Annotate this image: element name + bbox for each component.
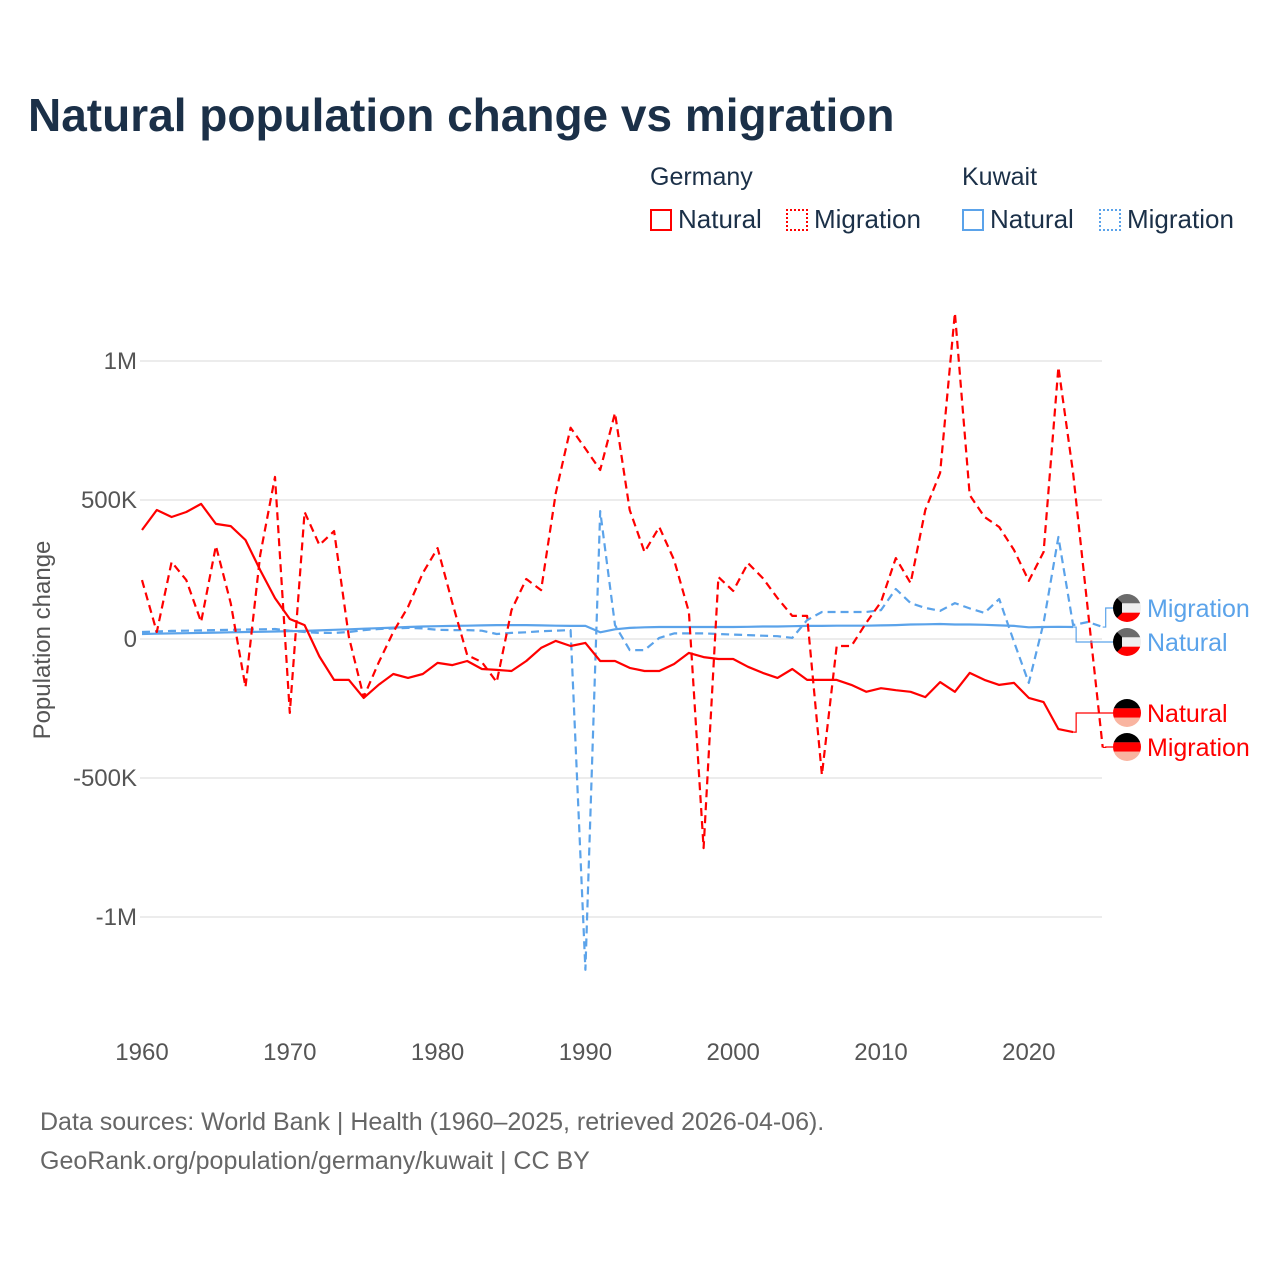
y-axis-label: Population change bbox=[29, 541, 56, 740]
legend-swatch-dotted bbox=[1099, 208, 1121, 231]
flag-stripe bbox=[1113, 733, 1141, 743]
legend-label: Migration bbox=[814, 204, 921, 234]
label-connector bbox=[1073, 712, 1113, 733]
legend-group-kuwait: Kuwait bbox=[962, 163, 1038, 191]
x-tick-label: 2020 bbox=[1002, 1039, 1055, 1066]
germany-migration-line bbox=[140, 311, 1104, 850]
legend-kuwait-migration[interactable]: Migration bbox=[1099, 204, 1234, 235]
flag-stripe bbox=[1113, 699, 1141, 709]
germany-flag-icon bbox=[1113, 733, 1141, 761]
legend-swatch-solid bbox=[650, 208, 672, 231]
flag-stripe bbox=[1113, 594, 1141, 604]
legend-germany-natural[interactable]: Natural bbox=[650, 204, 762, 235]
end-label-kuwait-migration: Migration bbox=[1147, 595, 1250, 623]
y-tick-label: 0 bbox=[124, 626, 137, 653]
end-label-germany-natural: Natural bbox=[1147, 700, 1228, 728]
flag-stripe bbox=[1113, 603, 1141, 613]
x-tick-label: 1990 bbox=[559, 1039, 612, 1066]
x-tick-label: 2000 bbox=[707, 1039, 760, 1066]
x-tick-label: 1960 bbox=[115, 1039, 168, 1066]
flag-stripe bbox=[1113, 612, 1141, 622]
end-label-germany-migration: Migration bbox=[1147, 734, 1250, 762]
germany-natural-line bbox=[141, 502, 1074, 734]
x-tick-label: 1980 bbox=[411, 1039, 464, 1066]
flag-stripe bbox=[1113, 628, 1141, 638]
footer-link[interactable]: GeoRank.org/population/germany/kuwait | … bbox=[40, 1147, 590, 1175]
y-tick-label: -500K bbox=[73, 765, 137, 792]
flag-stripe bbox=[1113, 751, 1141, 761]
y-tick-label: 1M bbox=[104, 348, 137, 375]
flag-stripe bbox=[1113, 708, 1141, 718]
x-tick-label: 2010 bbox=[854, 1039, 907, 1066]
flag-hoist bbox=[1113, 628, 1122, 656]
legend-label: Natural bbox=[678, 204, 762, 234]
label-connector bbox=[1073, 626, 1113, 643]
legend-germany-migration[interactable]: Migration bbox=[786, 204, 921, 235]
flag-stripe bbox=[1113, 742, 1141, 752]
kuwait-flag-icon bbox=[1113, 594, 1141, 622]
germany-flag-icon bbox=[1113, 699, 1141, 727]
flag-stripe bbox=[1113, 646, 1141, 656]
flag-stripe bbox=[1113, 717, 1141, 727]
flag-stripe bbox=[1113, 637, 1141, 647]
label-connector bbox=[1102, 607, 1113, 628]
kuwait-flag-icon bbox=[1113, 628, 1141, 656]
legend-label: Natural bbox=[990, 204, 1074, 234]
chart-title: Natural population change vs migration bbox=[28, 89, 895, 141]
kuwait-migration-line bbox=[141, 510, 1104, 971]
y-tick-label: 500K bbox=[81, 487, 137, 514]
x-tick-label: 1970 bbox=[263, 1039, 316, 1066]
y-tick-label: -1M bbox=[96, 904, 137, 931]
legend-group-germany: Germany bbox=[650, 163, 753, 191]
end-label-kuwait-natural: Natural bbox=[1147, 629, 1228, 657]
legend-kuwait-natural[interactable]: Natural bbox=[962, 204, 1074, 235]
legend-swatch-dotted bbox=[786, 208, 808, 231]
kuwait-natural-line bbox=[141, 622, 1074, 636]
legend-label: Migration bbox=[1127, 204, 1234, 234]
flag-hoist bbox=[1113, 594, 1122, 622]
legend-swatch-solid bbox=[962, 208, 984, 231]
footer-source: Data sources: World Bank | Health (1960–… bbox=[40, 1108, 825, 1136]
